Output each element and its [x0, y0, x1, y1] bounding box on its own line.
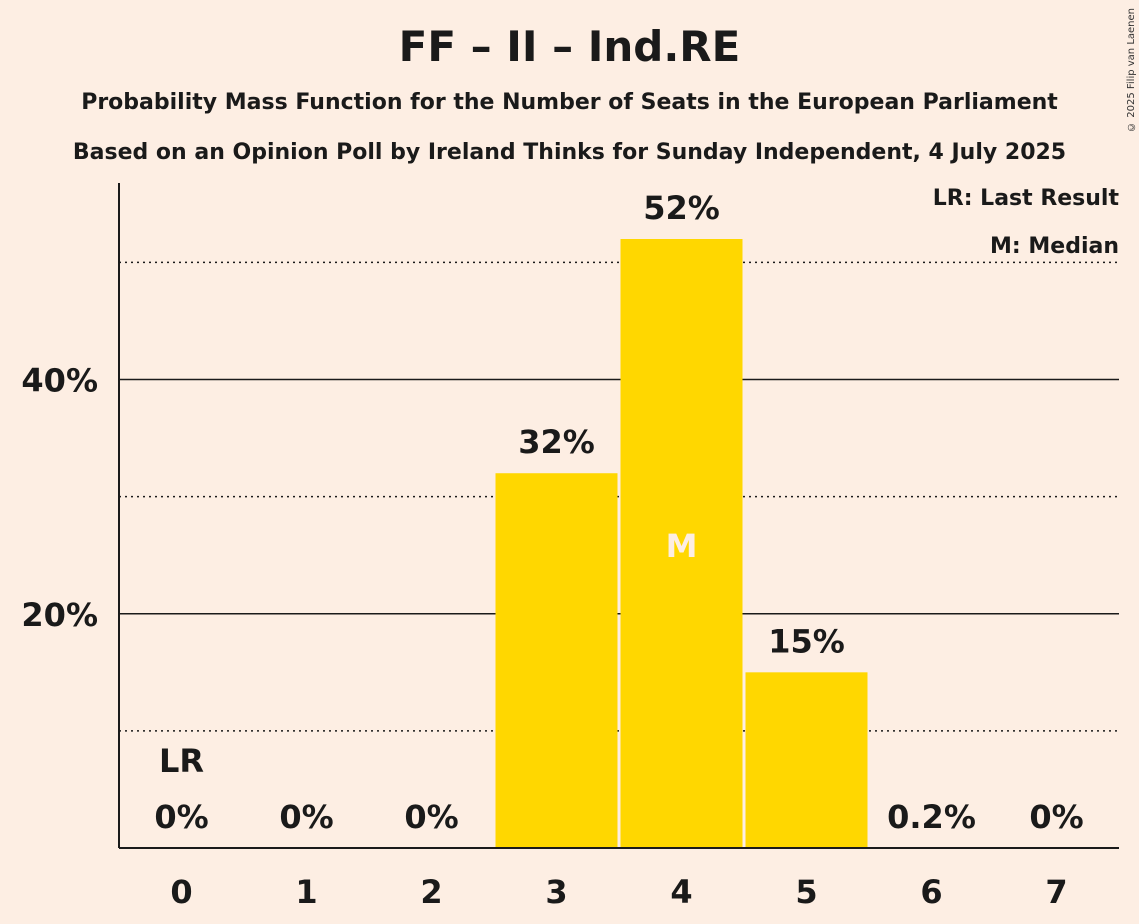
x-tick-label: 5 [795, 873, 817, 911]
bar-4 [620, 239, 743, 848]
bar-3 [495, 473, 618, 848]
value-label: 52% [643, 189, 720, 227]
legend-last-result: LR: Last Result [932, 186, 1119, 211]
bar-5 [745, 672, 868, 848]
y-tick-label: 20% [21, 596, 98, 634]
y-tick-label: 40% [21, 362, 98, 400]
x-tick-label: 7 [1045, 873, 1067, 911]
x-tick-label: 6 [920, 873, 942, 911]
x-tick-label: 1 [295, 873, 317, 911]
x-tick-label: 2 [420, 873, 442, 911]
last-result-marker: LR [159, 742, 204, 780]
chart-subtitle-1: Probability Mass Function for the Number… [81, 90, 1058, 115]
value-label: 0% [404, 798, 458, 836]
value-label: 32% [518, 423, 595, 461]
value-label: 15% [768, 622, 845, 660]
legend-median: M: Median [990, 234, 1119, 259]
chart-subtitle-2: Based on an Opinion Poll by Ireland Thin… [72, 140, 1067, 165]
x-tick-label: 3 [545, 873, 567, 911]
chart-title: FF – II – Ind.RE [398, 22, 741, 71]
x-tick-label: 0 [170, 873, 192, 911]
median-marker: M [666, 527, 698, 565]
value-label: 0.2% [887, 798, 976, 836]
value-label: 0% [1029, 798, 1083, 836]
value-label: 0% [279, 798, 333, 836]
x-tick-label: 4 [670, 873, 692, 911]
value-label: 0% [154, 798, 208, 836]
